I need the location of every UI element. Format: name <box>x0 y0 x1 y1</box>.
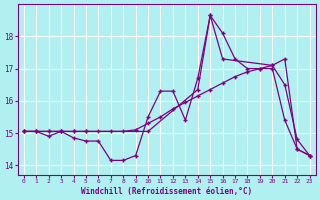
X-axis label: Windchill (Refroidissement éolien,°C): Windchill (Refroidissement éolien,°C) <box>81 187 252 196</box>
